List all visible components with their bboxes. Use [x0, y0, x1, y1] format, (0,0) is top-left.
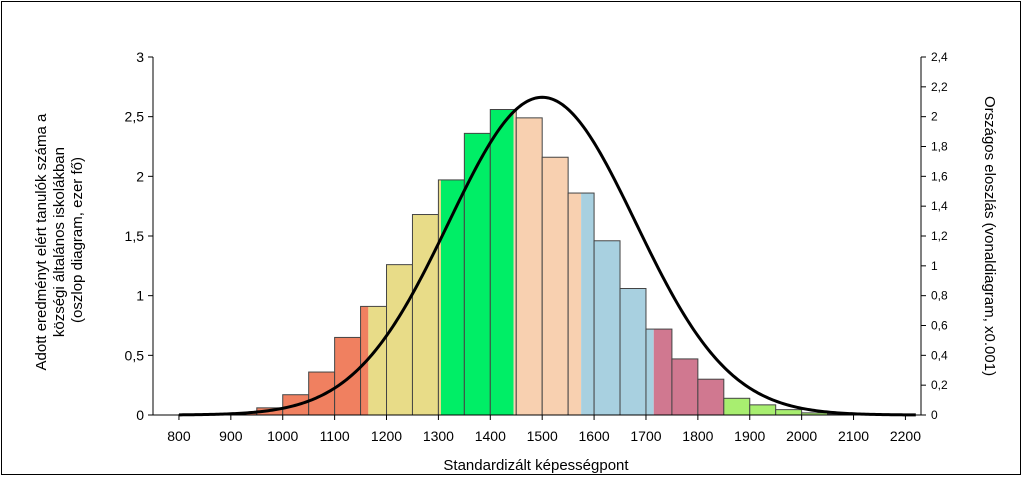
x-tick-label: 1300	[423, 428, 454, 444]
x-tick-label: 900	[219, 428, 243, 444]
x-tick-label: 1200	[371, 428, 402, 444]
bar-segment	[645, 329, 654, 415]
x-tick-label: 2000	[786, 428, 817, 444]
bar-1900	[749, 404, 777, 416]
bar-1250	[411, 214, 439, 416]
y2-tick-label: 0,2	[931, 378, 948, 392]
bar-1500	[541, 156, 569, 416]
bar-fill	[801, 412, 828, 415]
y2-tick-label: 2	[931, 110, 938, 124]
bar-segment	[513, 109, 517, 416]
bar-fill	[620, 288, 646, 415]
bar-fill	[334, 337, 361, 415]
bar-fill	[775, 409, 802, 415]
bar-1550	[567, 192, 595, 416]
bar-segment	[360, 306, 369, 415]
bar-1450	[515, 117, 543, 416]
bar-segment	[441, 179, 465, 415]
y2-tick-label: 0,6	[931, 319, 948, 333]
y2-tick-label: 2,4	[931, 50, 948, 64]
bar-fill	[386, 264, 413, 415]
bar-fill	[464, 133, 491, 415]
x-tick-label: 1600	[579, 428, 610, 444]
x-tick-label: 1700	[630, 428, 661, 444]
bar-fill	[594, 240, 621, 415]
x-tick-label: 1400	[475, 428, 506, 444]
curve-layer	[178, 95, 916, 417]
bar-segment	[368, 306, 387, 415]
bar-segment	[490, 109, 514, 416]
bar-1200	[386, 264, 413, 416]
bar-1050	[308, 371, 336, 416]
y2-tick-label: 1,4	[931, 199, 948, 213]
y-tick-label: 0,5	[125, 347, 145, 363]
bar-1800	[697, 378, 725, 416]
x-axis-title: Standardizált képességpont	[443, 457, 629, 474]
bars-layer	[178, 109, 855, 416]
y-tick-label: 2,5	[125, 109, 145, 125]
bar-fill	[412, 214, 439, 415]
x-tick-label: 1800	[682, 428, 713, 444]
bar-1850	[723, 397, 751, 416]
bar-fill	[723, 398, 750, 415]
y-tick-label: 0	[136, 407, 144, 423]
bar-1750	[671, 358, 699, 416]
y-tick-label: 3	[136, 49, 144, 65]
x-tick-label: 2100	[838, 428, 869, 444]
labels-layer: Standardizált képességpont Adott eredmén…	[33, 96, 998, 474]
y2-tick-label: 2,2	[931, 80, 948, 94]
y2-tick-label: 0,8	[931, 289, 948, 303]
x-tick-label: 1900	[734, 428, 765, 444]
y-axis-title-line-1: Adott eredményt elért tanulók száma a	[33, 113, 50, 370]
bar-1950	[775, 409, 803, 416]
bar-1650	[619, 288, 647, 416]
bar-fill	[308, 372, 335, 415]
bar-1600	[593, 240, 621, 416]
x-tick-label: 1000	[267, 428, 298, 444]
bar-1700	[645, 328, 673, 416]
y2-tick-label: 0,4	[931, 348, 948, 362]
bar-1350	[463, 132, 491, 416]
y2-tick-label: 1,6	[931, 169, 948, 183]
x-tick-label: 800	[167, 428, 191, 444]
bar-fill	[516, 117, 543, 416]
bar-1100	[334, 336, 362, 416]
bar-1150	[360, 305, 388, 416]
bar-1400	[489, 109, 517, 416]
bar-segment	[653, 329, 672, 415]
distribution-curve	[178, 95, 916, 417]
bar-fill	[697, 379, 724, 415]
axes-layer: 800 900 1000 1100 1200 1300 1400 1500 1600 1700 18…	[125, 49, 948, 444]
y2-tick-label: 1,8	[931, 140, 948, 154]
y-axis-title: Adott eredményt elért tanulók száma a kö…	[33, 110, 86, 371]
bar-fill	[671, 358, 698, 415]
y2-tick-label: 1	[931, 259, 938, 273]
y-tick-label: 1,5	[125, 228, 145, 244]
y2-axis-title: Országos eloszlás (vonaldiagram, x0.001)	[981, 96, 998, 376]
y2-tick-label: 1,2	[931, 229, 948, 243]
x-tick-label: 1500	[527, 428, 558, 444]
bar-segment	[438, 179, 441, 415]
bar-fill	[542, 157, 569, 416]
bar-segment	[568, 193, 582, 415]
bar-segment	[581, 193, 595, 415]
y-tick-label: 2	[136, 168, 144, 184]
y2-tick-label: 0	[931, 408, 938, 422]
y-axis-title-line-3: (oszlop diagram, ezer fő)	[69, 157, 86, 323]
x-tick-label: 2200	[890, 428, 921, 444]
y-tick-label: 1	[136, 288, 144, 304]
x-tick-label: 1100	[320, 428, 350, 444]
y-axis-title-line-2: községi általános iskolákban	[51, 147, 68, 337]
bar-fill	[749, 404, 776, 415]
